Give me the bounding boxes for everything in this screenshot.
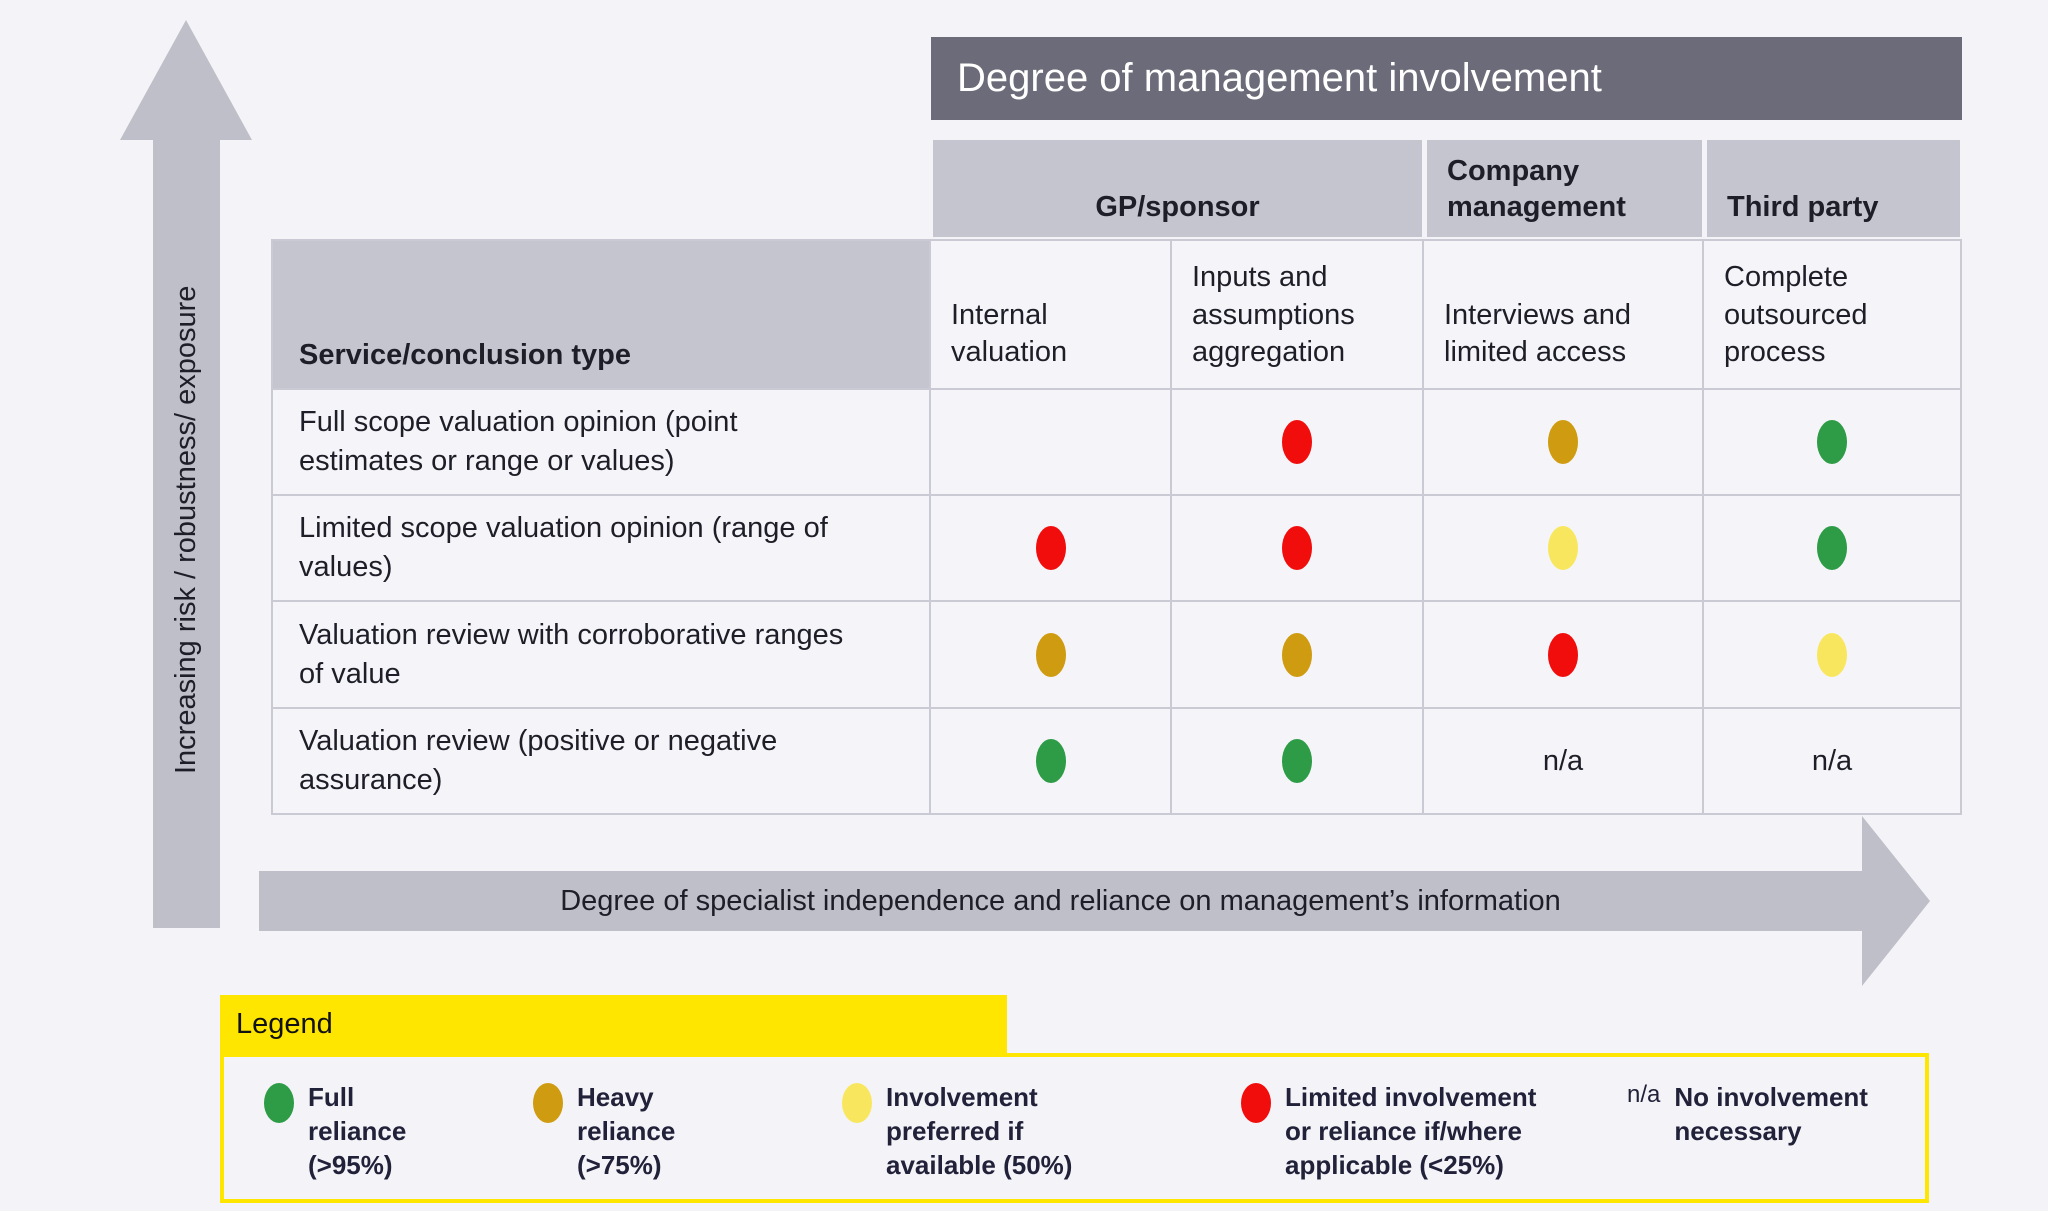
row-label-valuation-review-assurance: Valuation review (positive or negative a…	[273, 709, 929, 813]
gold-dot-icon	[1035, 632, 1066, 677]
bottom-axis-label: Degree of specialist independence and re…	[560, 884, 1561, 917]
group-header-label: GP/sponsor	[1095, 190, 1260, 223]
column-header-internal-valuation: Internal valuation	[931, 241, 1170, 388]
legend-item-label: Heavy reliance (>75%)	[577, 1082, 676, 1180]
row-label-full-scope: Full scope valuation opinion (point esti…	[273, 390, 929, 494]
red-dot-icon	[1282, 526, 1312, 570]
matrix-title: Degree of management involvement	[931, 37, 1962, 120]
row-label-text: Full scope valuation opinion (point esti…	[299, 406, 738, 477]
row-header-label: Service/conclusion type	[299, 339, 632, 371]
matrix-cell: n/a	[1424, 709, 1702, 813]
row-label-text: Valuation review with corroborative rang…	[299, 618, 844, 690]
row-label-text: Valuation review (positive or negative a…	[299, 725, 778, 796]
up-arrow-shaft	[153, 138, 220, 928]
legend-item-limited-involvement: Limited involvement or reliance if/where…	[1241, 1081, 1547, 1182]
legend-item-no-involvement: n/a No involvement necessary	[1627, 1081, 1874, 1149]
legend-item-label: Involvement preferred if available (50%)	[886, 1082, 1073, 1180]
column-header-interviews-limited-access: Interviews and limited access	[1424, 241, 1702, 388]
legend-marker	[533, 1081, 563, 1128]
matrix-cell	[1424, 390, 1702, 494]
red-dot-icon	[1548, 632, 1578, 677]
legend-item-label: Limited involvement or reliance if/where…	[1285, 1082, 1537, 1180]
row-header-cell: Service/conclusion type	[273, 241, 929, 388]
matrix-cell	[1172, 602, 1422, 707]
matrix-cell	[1172, 390, 1422, 494]
column-header-inputs-assumptions: Inputs and assumptions aggregation	[1172, 241, 1422, 388]
row-label-valuation-review-corroborative: Valuation review with corroborative rang…	[273, 602, 929, 707]
matrix-cell	[931, 390, 1170, 494]
group-header-third-party: Third party	[1707, 140, 1960, 237]
yellow-dot-icon	[1548, 526, 1578, 570]
row-label-limited-scope: Limited scope valuation opinion (range o…	[273, 496, 929, 600]
matrix-table: Service/conclusion type Internal valuati…	[271, 239, 1962, 815]
yellow-dot-icon	[842, 1083, 872, 1123]
matrix-cell: n/a	[1704, 709, 1960, 813]
right-arrow-head-icon	[1862, 816, 1930, 986]
legend-marker	[842, 1081, 872, 1128]
na-label: n/a	[1627, 1081, 1661, 1108]
legend-item-label: Full reliance (>95%)	[308, 1082, 407, 1180]
column-header-label: Inputs and assumptions aggregation	[1192, 260, 1355, 369]
matrix-cell	[931, 496, 1170, 600]
matrix-cell	[1704, 390, 1960, 494]
matrix-cell	[1172, 496, 1422, 600]
group-header-gp-sponsor: GP/sponsor	[933, 140, 1422, 237]
gold-dot-icon	[533, 1083, 563, 1123]
legend-title-bar: Legend	[220, 995, 1007, 1053]
column-header-label: Interviews and limited access	[1444, 298, 1631, 369]
green-dot-icon	[1817, 420, 1847, 464]
red-dot-icon	[1241, 1083, 1271, 1123]
matrix-cell	[931, 709, 1170, 813]
legend-item-full-reliance: Full reliance (>95%)	[264, 1081, 458, 1182]
green-dot-icon	[1817, 526, 1847, 570]
legend-item-involvement-preferred: Involvement preferred if available (50%)	[842, 1081, 1126, 1182]
column-header-complete-outsourced: Complete outsourced process	[1704, 241, 1960, 388]
green-dot-icon	[1035, 739, 1066, 783]
up-arrow-head-icon	[120, 20, 252, 140]
matrix-cell	[1424, 496, 1702, 600]
legend-item-label: No involvement necessary	[1674, 1082, 1868, 1146]
matrix-cell	[1704, 496, 1960, 600]
group-header-company-management: Company management	[1427, 140, 1702, 237]
legend-item-heavy-reliance: Heavy reliance (>75%)	[533, 1081, 752, 1182]
matrix-cell	[931, 602, 1170, 707]
legend-box: Full reliance (>95%) Heavy reliance (>75…	[220, 1053, 1929, 1203]
group-header-label: Company management	[1447, 154, 1626, 223]
red-dot-icon	[1282, 420, 1312, 464]
gold-dot-icon	[1282, 632, 1312, 677]
column-header-label: Complete outsourced process	[1724, 260, 1868, 369]
yellow-dot-icon	[1817, 632, 1847, 677]
red-dot-icon	[1035, 526, 1066, 570]
na-label: n/a	[1811, 744, 1853, 777]
legend-title: Legend	[236, 1007, 333, 1040]
legend-marker	[264, 1081, 294, 1128]
row-label-text: Limited scope valuation opinion (range o…	[299, 512, 828, 583]
legend-marker	[1241, 1081, 1271, 1128]
matrix-cell	[1424, 602, 1702, 707]
legend-marker: n/a	[1627, 1081, 1660, 1109]
matrix-cell	[1704, 602, 1960, 707]
na-label: n/a	[1542, 744, 1584, 777]
bottom-axis-arrow: Degree of specialist independence and re…	[259, 871, 1862, 931]
gold-dot-icon	[1548, 420, 1578, 464]
group-header-label: Third party	[1727, 190, 1879, 223]
green-dot-icon	[1282, 739, 1312, 783]
matrix-cell	[1172, 709, 1422, 813]
left-axis-label: Increasing risk / robustness/ exposure	[170, 285, 202, 775]
column-header-label: Internal valuation	[951, 298, 1068, 369]
green-dot-icon	[264, 1083, 294, 1123]
